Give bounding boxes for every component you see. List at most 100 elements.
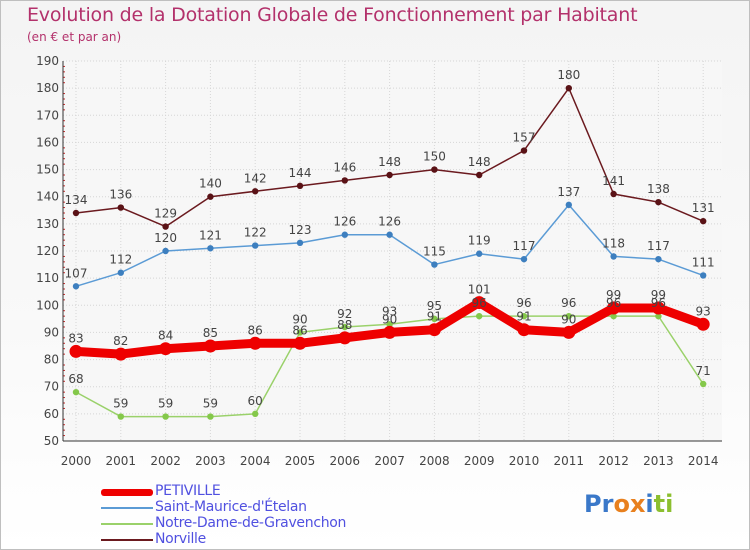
x-tick-label: 2005 <box>285 454 316 468</box>
data-point-petiville <box>472 296 486 310</box>
data-point-petiville <box>607 301 621 315</box>
logo-letter: i <box>665 490 674 518</box>
data-label-petiville: 86 <box>292 323 307 337</box>
x-tick-label: 2009 <box>464 454 495 468</box>
data-point-notre-dame-de-gravenchon <box>341 323 348 331</box>
series-norville <box>72 84 707 230</box>
data-point-norville <box>117 204 125 211</box>
data-label-notre-dame-de-gravenchon: 93 <box>382 304 397 318</box>
data-label-notre-dame-de-gravenchon: 59 <box>203 397 218 411</box>
data-label-petiville: 84 <box>158 329 173 343</box>
data-label-notre-dame-de-gravenchon: 96 <box>561 296 576 310</box>
y-tick-label: 80 <box>44 353 59 367</box>
data-point-petiville <box>562 325 576 339</box>
data-point-notre-dame-de-gravenchon <box>655 312 662 320</box>
data-point-norville <box>520 147 528 154</box>
data-point-saint-maurice-d-etelan <box>700 272 707 279</box>
data-label-norville: 144 <box>289 166 312 180</box>
data-point-petiville <box>114 347 128 361</box>
data-point-saint-maurice-d-etelan <box>117 269 125 276</box>
series-saint-maurice-d-etelan <box>72 201 707 290</box>
data-point-norville <box>655 198 662 206</box>
data-point-norville <box>252 188 259 195</box>
data-label-saint-maurice-d-etelan: 111 <box>692 255 715 269</box>
data-label-notre-dame-de-gravenchon: 96 <box>516 296 531 310</box>
data-point-saint-maurice-d-etelan <box>341 231 348 238</box>
data-point-petiville <box>203 339 217 353</box>
y-tick-label: 180 <box>36 81 59 95</box>
data-label-petiville: 101 <box>468 283 491 297</box>
y-tick-label: 110 <box>36 271 59 285</box>
data-point-notre-dame-de-gravenchon <box>386 321 393 328</box>
x-tick-label: 2003 <box>195 454 226 468</box>
data-point-notre-dame-de-gravenchon <box>252 410 259 418</box>
legend-swatch-petiville <box>101 488 153 496</box>
data-point-norville <box>162 223 169 230</box>
data-label-saint-maurice-d-etelan: 117 <box>647 239 670 253</box>
data-label-norville: 134 <box>65 193 88 207</box>
data-point-saint-maurice-d-etelan <box>655 255 662 263</box>
data-point-notre-dame-de-gravenchon <box>296 329 304 336</box>
x-tick-label: 2007 <box>374 454 405 468</box>
data-point-saint-maurice-d-etelan <box>162 247 169 255</box>
data-point-norville <box>207 193 214 200</box>
legend-label-saint-maurice: Saint-Maurice-d'Ételan <box>155 499 307 515</box>
chart-subtitle: (en € et par an) <box>27 30 122 44</box>
data-point-petiville <box>427 323 441 337</box>
data-label-petiville: 90 <box>382 312 397 326</box>
data-label-norville: 146 <box>333 160 356 174</box>
data-label-norville: 131 <box>692 201 715 215</box>
data-point-saint-maurice-d-etelan <box>296 239 304 247</box>
data-point-notre-dame-de-gravenchon <box>207 413 214 420</box>
y-tick-label: 150 <box>36 163 59 177</box>
legend-swatch-saint-maurice <box>101 507 153 509</box>
plot-area <box>63 61 722 441</box>
data-point-notre-dame-de-gravenchon <box>610 312 617 320</box>
data-point-petiville <box>651 301 665 315</box>
data-label-norville: 180 <box>557 68 580 82</box>
data-point-notre-dame-de-gravenchon <box>162 413 169 420</box>
data-label-norville: 157 <box>513 131 536 145</box>
logo-letter: r <box>601 490 614 518</box>
x-tick-label: 2013 <box>643 454 674 468</box>
data-point-petiville <box>338 331 352 345</box>
y-tick-label: 170 <box>36 108 59 122</box>
x-tick-label: 2014 <box>688 454 719 468</box>
y-tick-label: 190 <box>36 54 59 68</box>
data-point-norville <box>72 209 80 217</box>
data-label-saint-maurice-d-etelan: 112 <box>109 253 132 267</box>
data-point-petiville <box>696 317 710 331</box>
data-label-notre-dame-de-gravenchon: 60 <box>248 394 263 408</box>
data-label-notre-dame-de-gravenchon: 95 <box>427 299 442 313</box>
legend-swatch-notre-dame <box>101 523 153 525</box>
data-label-norville: 140 <box>199 177 222 191</box>
legend-swatch-norville <box>101 539 153 541</box>
data-label-petiville: 91 <box>516 310 531 324</box>
data-label-norville: 129 <box>154 207 177 221</box>
data-label-norville: 142 <box>244 171 267 185</box>
data-label-petiville: 82 <box>113 334 128 348</box>
data-label-saint-maurice-d-etelan: 121 <box>199 228 222 242</box>
data-label-norville: 138 <box>647 182 670 196</box>
series-petiville <box>69 296 710 361</box>
data-label-saint-maurice-d-etelan: 122 <box>244 226 267 240</box>
data-label-norville: 136 <box>109 188 132 202</box>
data-label-saint-maurice-d-etelan: 118 <box>602 236 625 250</box>
logo-letter: x <box>629 490 646 518</box>
data-label-petiville: 86 <box>248 323 263 337</box>
chart-title: Evolution de la Dotation Globale de Fonc… <box>27 4 638 26</box>
data-point-norville <box>700 217 707 225</box>
data-label-saint-maurice-d-etelan: 117 <box>513 239 536 253</box>
data-label-petiville: 99 <box>606 288 621 302</box>
data-point-notre-dame-de-gravenchon <box>565 312 572 320</box>
data-point-saint-maurice-d-etelan <box>520 255 528 263</box>
data-label-norville: 148 <box>468 155 491 169</box>
data-point-saint-maurice-d-etelan <box>565 201 572 209</box>
data-label-petiville: 93 <box>696 304 711 318</box>
data-label-petiville: 99 <box>651 288 666 302</box>
data-label-petiville: 90 <box>561 312 576 326</box>
data-point-saint-maurice-d-etelan <box>431 261 438 268</box>
data-label-norville: 150 <box>423 150 446 164</box>
data-point-saint-maurice-d-etelan <box>207 245 214 252</box>
